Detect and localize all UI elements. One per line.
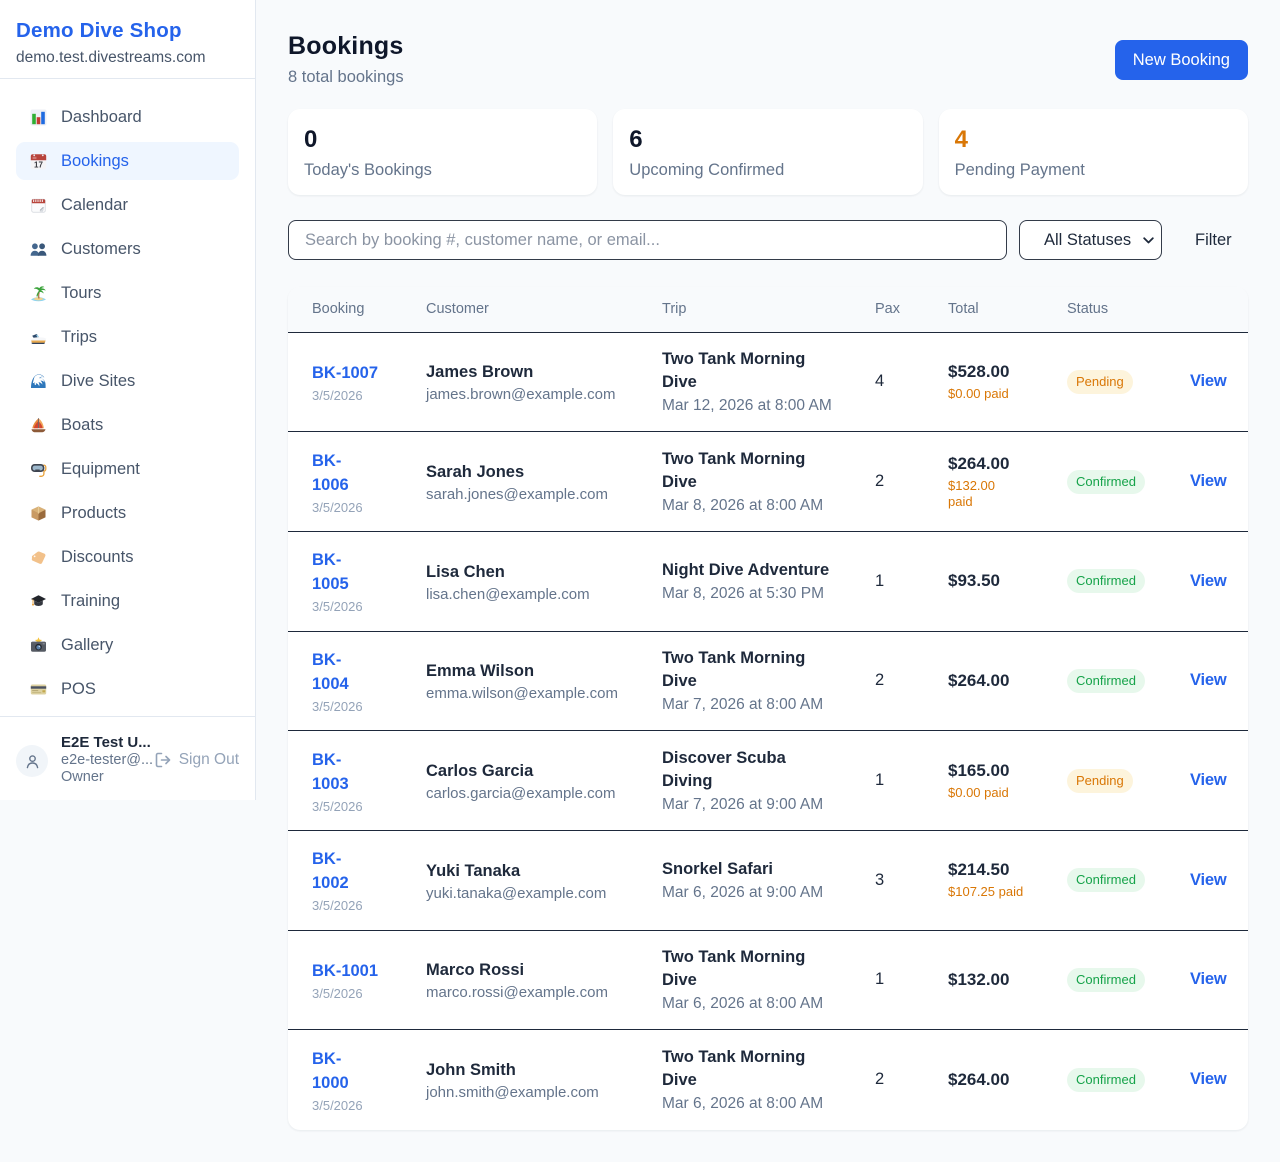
svg-text:17: 17 xyxy=(34,160,43,169)
